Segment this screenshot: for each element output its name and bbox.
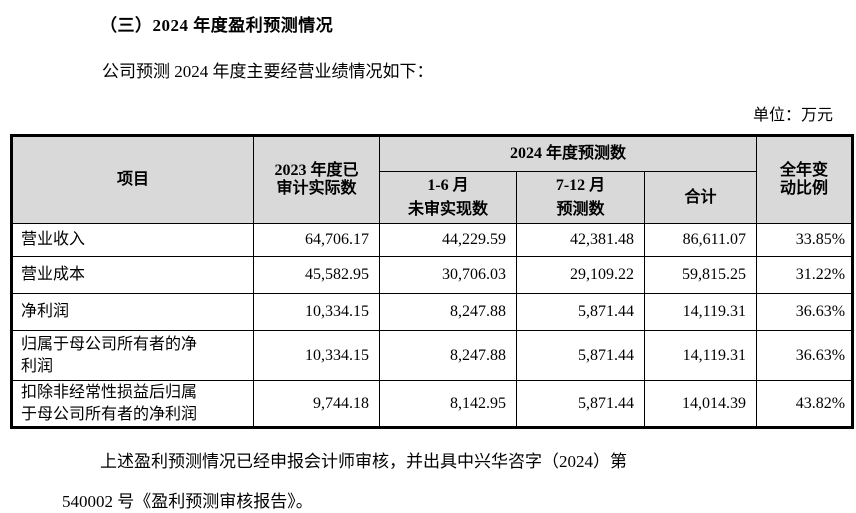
profit-forecast-table: 项目 2023 年度已 审计实际数 2024 年度预测数 全年变 动比例 1-6… <box>10 134 855 429</box>
cell-jul-dec: 5,871.44 <box>516 380 645 428</box>
cell-annual-change: 36.63% <box>756 330 854 381</box>
table-row-operating-revenue: 营业收入 64,706.17 44,229.59 42,381.48 86,61… <box>11 223 854 257</box>
cell-annual-change: 36.63% <box>756 293 854 331</box>
row-label: 营业收入 <box>11 223 254 257</box>
cell-total: 14,014.39 <box>643 380 758 428</box>
cell-2023-audited: 10,334.15 <box>253 293 380 331</box>
col-header-annual-change: 全年变 动比例 <box>756 135 854 224</box>
row-label: 归属于母公司所有者的净 利润 <box>11 330 254 381</box>
cell-annual-change: 43.82% <box>756 380 854 428</box>
col-header-jan-jun: 1-6 月 未审实现数 <box>379 171 517 224</box>
col-header-2023-audited: 2023 年度已 审计实际数 <box>253 135 380 224</box>
cell-2023-audited: 64,706.17 <box>253 223 380 257</box>
cell-jan-jun: 8,247.88 <box>379 293 517 331</box>
row-label: 净利润 <box>11 293 254 331</box>
col-header-jul-dec: 7-12 月 预测数 <box>516 171 645 224</box>
cell-jul-dec: 29,109.22 <box>516 256 645 294</box>
cell-jan-jun: 8,142.95 <box>379 380 517 428</box>
row-label: 营业成本 <box>11 256 254 294</box>
cell-2023-audited: 10,334.15 <box>253 330 380 381</box>
table-row-operating-cost: 营业成本 45,582.95 30,706.03 29,109.22 59,81… <box>11 256 854 294</box>
cell-jul-dec: 42,381.48 <box>516 223 645 257</box>
cell-total: 86,611.07 <box>643 223 758 257</box>
table-row-net-profit-parent: 归属于母公司所有者的净 利润 10,334.15 8,247.88 5,871.… <box>11 330 854 381</box>
page-title: （三）2024 年度盈利预测情况 <box>100 16 334 35</box>
cell-total: 14,119.31 <box>643 293 758 331</box>
footer-paragraph: 上述盈利预测情况已经申报会计师审核，并出具中兴华咨字（2024）第 540002… <box>62 442 832 513</box>
cell-2023-audited: 45,582.95 <box>253 256 380 294</box>
cell-jul-dec: 5,871.44 <box>516 330 645 381</box>
cell-jan-jun: 44,229.59 <box>379 223 517 257</box>
intro-text: 公司预测 2024 年度主要经营业绩情况如下： <box>102 62 434 81</box>
cell-annual-change: 33.85% <box>756 223 854 257</box>
col-header-item: 项目 <box>11 135 254 224</box>
footer-line-1: 上述盈利预测情况已经申报会计师审核，并出具中兴华咨字（2024）第 <box>100 452 627 471</box>
table-header-row-group: 项目 2023 年度已 审计实际数 2024 年度预测数 全年变 动比例 <box>11 135 854 224</box>
unit-label: 单位：万元 <box>752 107 833 124</box>
cell-annual-change: 31.22% <box>756 256 854 294</box>
footer-line-2: 540002 号《盈利预测审核报告》。 <box>62 492 313 511</box>
cell-jan-jun: 8,247.88 <box>379 330 517 381</box>
table-row-net-profit-parent-excl-nonrecurring: 扣除非经常性损益后归属 于母公司所有者的净利润 9,744.18 8,142.9… <box>11 380 854 428</box>
cell-total: 59,815.25 <box>643 256 758 294</box>
group-header-2024-forecast: 2024 年度预测数 <box>378 135 758 172</box>
cell-jul-dec: 5,871.44 <box>516 293 645 331</box>
cell-2023-audited: 9,744.18 <box>253 380 380 428</box>
table-row-net-profit: 净利润 10,334.15 8,247.88 5,871.44 14,119.3… <box>11 293 854 331</box>
cell-jan-jun: 30,706.03 <box>379 256 517 294</box>
cell-total: 14,119.31 <box>643 330 758 381</box>
col-header-total: 合计 <box>643 171 758 224</box>
row-label: 扣除非经常性损益后归属 于母公司所有者的净利润 <box>11 380 254 428</box>
table-header-row-sub: 1-6 月 未审实现数 7-12 月 预测数 合计 <box>12 171 853 224</box>
